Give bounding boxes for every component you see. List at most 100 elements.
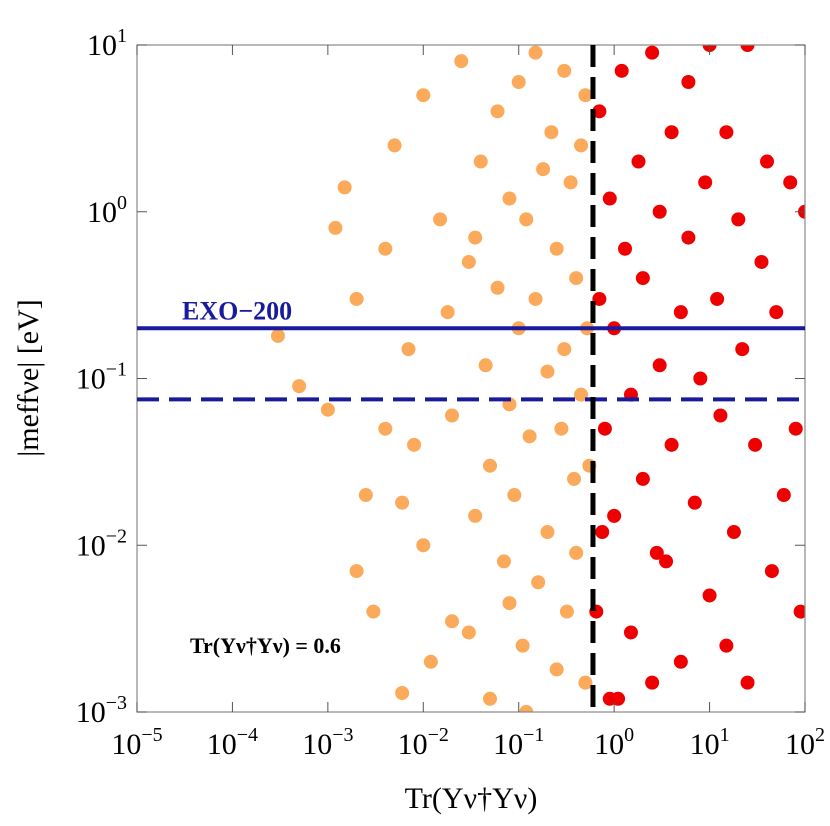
y-tick-label: 100 (87, 192, 127, 229)
point (531, 575, 546, 590)
point (292, 379, 307, 394)
point (788, 421, 803, 436)
point (515, 638, 530, 653)
point (490, 280, 505, 295)
point (540, 364, 555, 379)
point (595, 525, 610, 540)
x-tick-label: 10−3 (302, 724, 353, 761)
point (769, 305, 784, 320)
point (528, 291, 543, 306)
x-tick-label: 102 (785, 724, 825, 761)
point (445, 614, 460, 629)
y-tick-label: 101 (87, 25, 127, 62)
point (592, 104, 607, 119)
point (366, 604, 381, 619)
y-tick-label: 10−1 (76, 359, 127, 396)
point (557, 342, 572, 357)
point (536, 162, 551, 177)
point (735, 342, 750, 357)
point (635, 271, 650, 286)
point (664, 125, 679, 140)
point (776, 488, 791, 503)
point (482, 691, 497, 706)
point (635, 471, 650, 486)
point (557, 63, 572, 78)
point (681, 230, 696, 245)
y-tick-label: 10−2 (76, 525, 127, 562)
point (407, 437, 422, 452)
point (440, 305, 455, 320)
point (528, 45, 543, 60)
point (549, 662, 564, 677)
point (519, 212, 534, 227)
point (416, 538, 431, 553)
point (328, 220, 343, 235)
point (611, 691, 626, 706)
point (793, 604, 805, 619)
point (468, 508, 483, 523)
point (563, 175, 578, 190)
point (623, 625, 638, 640)
x-axis-label: Tr(Yν†Yν) (405, 782, 538, 815)
x-tick-label: 101 (690, 724, 730, 761)
point (607, 508, 622, 523)
point (652, 204, 667, 219)
point (358, 488, 373, 503)
point (649, 545, 664, 560)
point (507, 488, 522, 503)
point (578, 675, 593, 690)
point (597, 421, 612, 436)
point (702, 588, 717, 603)
point (433, 212, 448, 227)
point (473, 154, 488, 169)
x-tick-label: 100 (594, 724, 634, 761)
point (574, 387, 589, 402)
x-tick-label: 10−2 (398, 724, 449, 761)
point (673, 654, 688, 669)
point (754, 254, 769, 269)
point (687, 495, 702, 510)
point (569, 271, 584, 286)
point (693, 371, 708, 386)
point (614, 63, 629, 78)
point (423, 654, 438, 669)
point (320, 402, 335, 417)
line-label: Tr(Yν†Yν) = 0.6 (190, 633, 341, 658)
point (540, 525, 555, 540)
point (522, 429, 537, 444)
point (578, 88, 593, 103)
point (673, 305, 688, 320)
point (740, 675, 755, 690)
point (710, 291, 725, 306)
point (395, 495, 410, 510)
point (559, 604, 574, 619)
x-tick-label: 10−4 (207, 724, 258, 761)
point (502, 191, 517, 206)
point (490, 104, 505, 119)
point (731, 212, 746, 227)
point (378, 241, 393, 256)
point (740, 45, 755, 52)
point (659, 554, 674, 569)
point (337, 180, 352, 195)
point (496, 554, 511, 569)
point (270, 328, 285, 343)
point (652, 358, 667, 373)
point (569, 545, 584, 560)
point (783, 175, 798, 190)
point (760, 154, 775, 169)
point (574, 138, 589, 153)
point (349, 291, 364, 306)
point (519, 705, 534, 712)
point (618, 241, 633, 256)
line-label: EXO−200 (182, 296, 292, 325)
point (567, 471, 582, 486)
point (482, 458, 497, 473)
point (645, 675, 660, 690)
point (631, 154, 646, 169)
y-axis-label: |meffνe| [eV] (12, 299, 45, 456)
point (502, 596, 517, 611)
point (461, 625, 476, 640)
x-tick-label: 10−5 (111, 724, 162, 761)
